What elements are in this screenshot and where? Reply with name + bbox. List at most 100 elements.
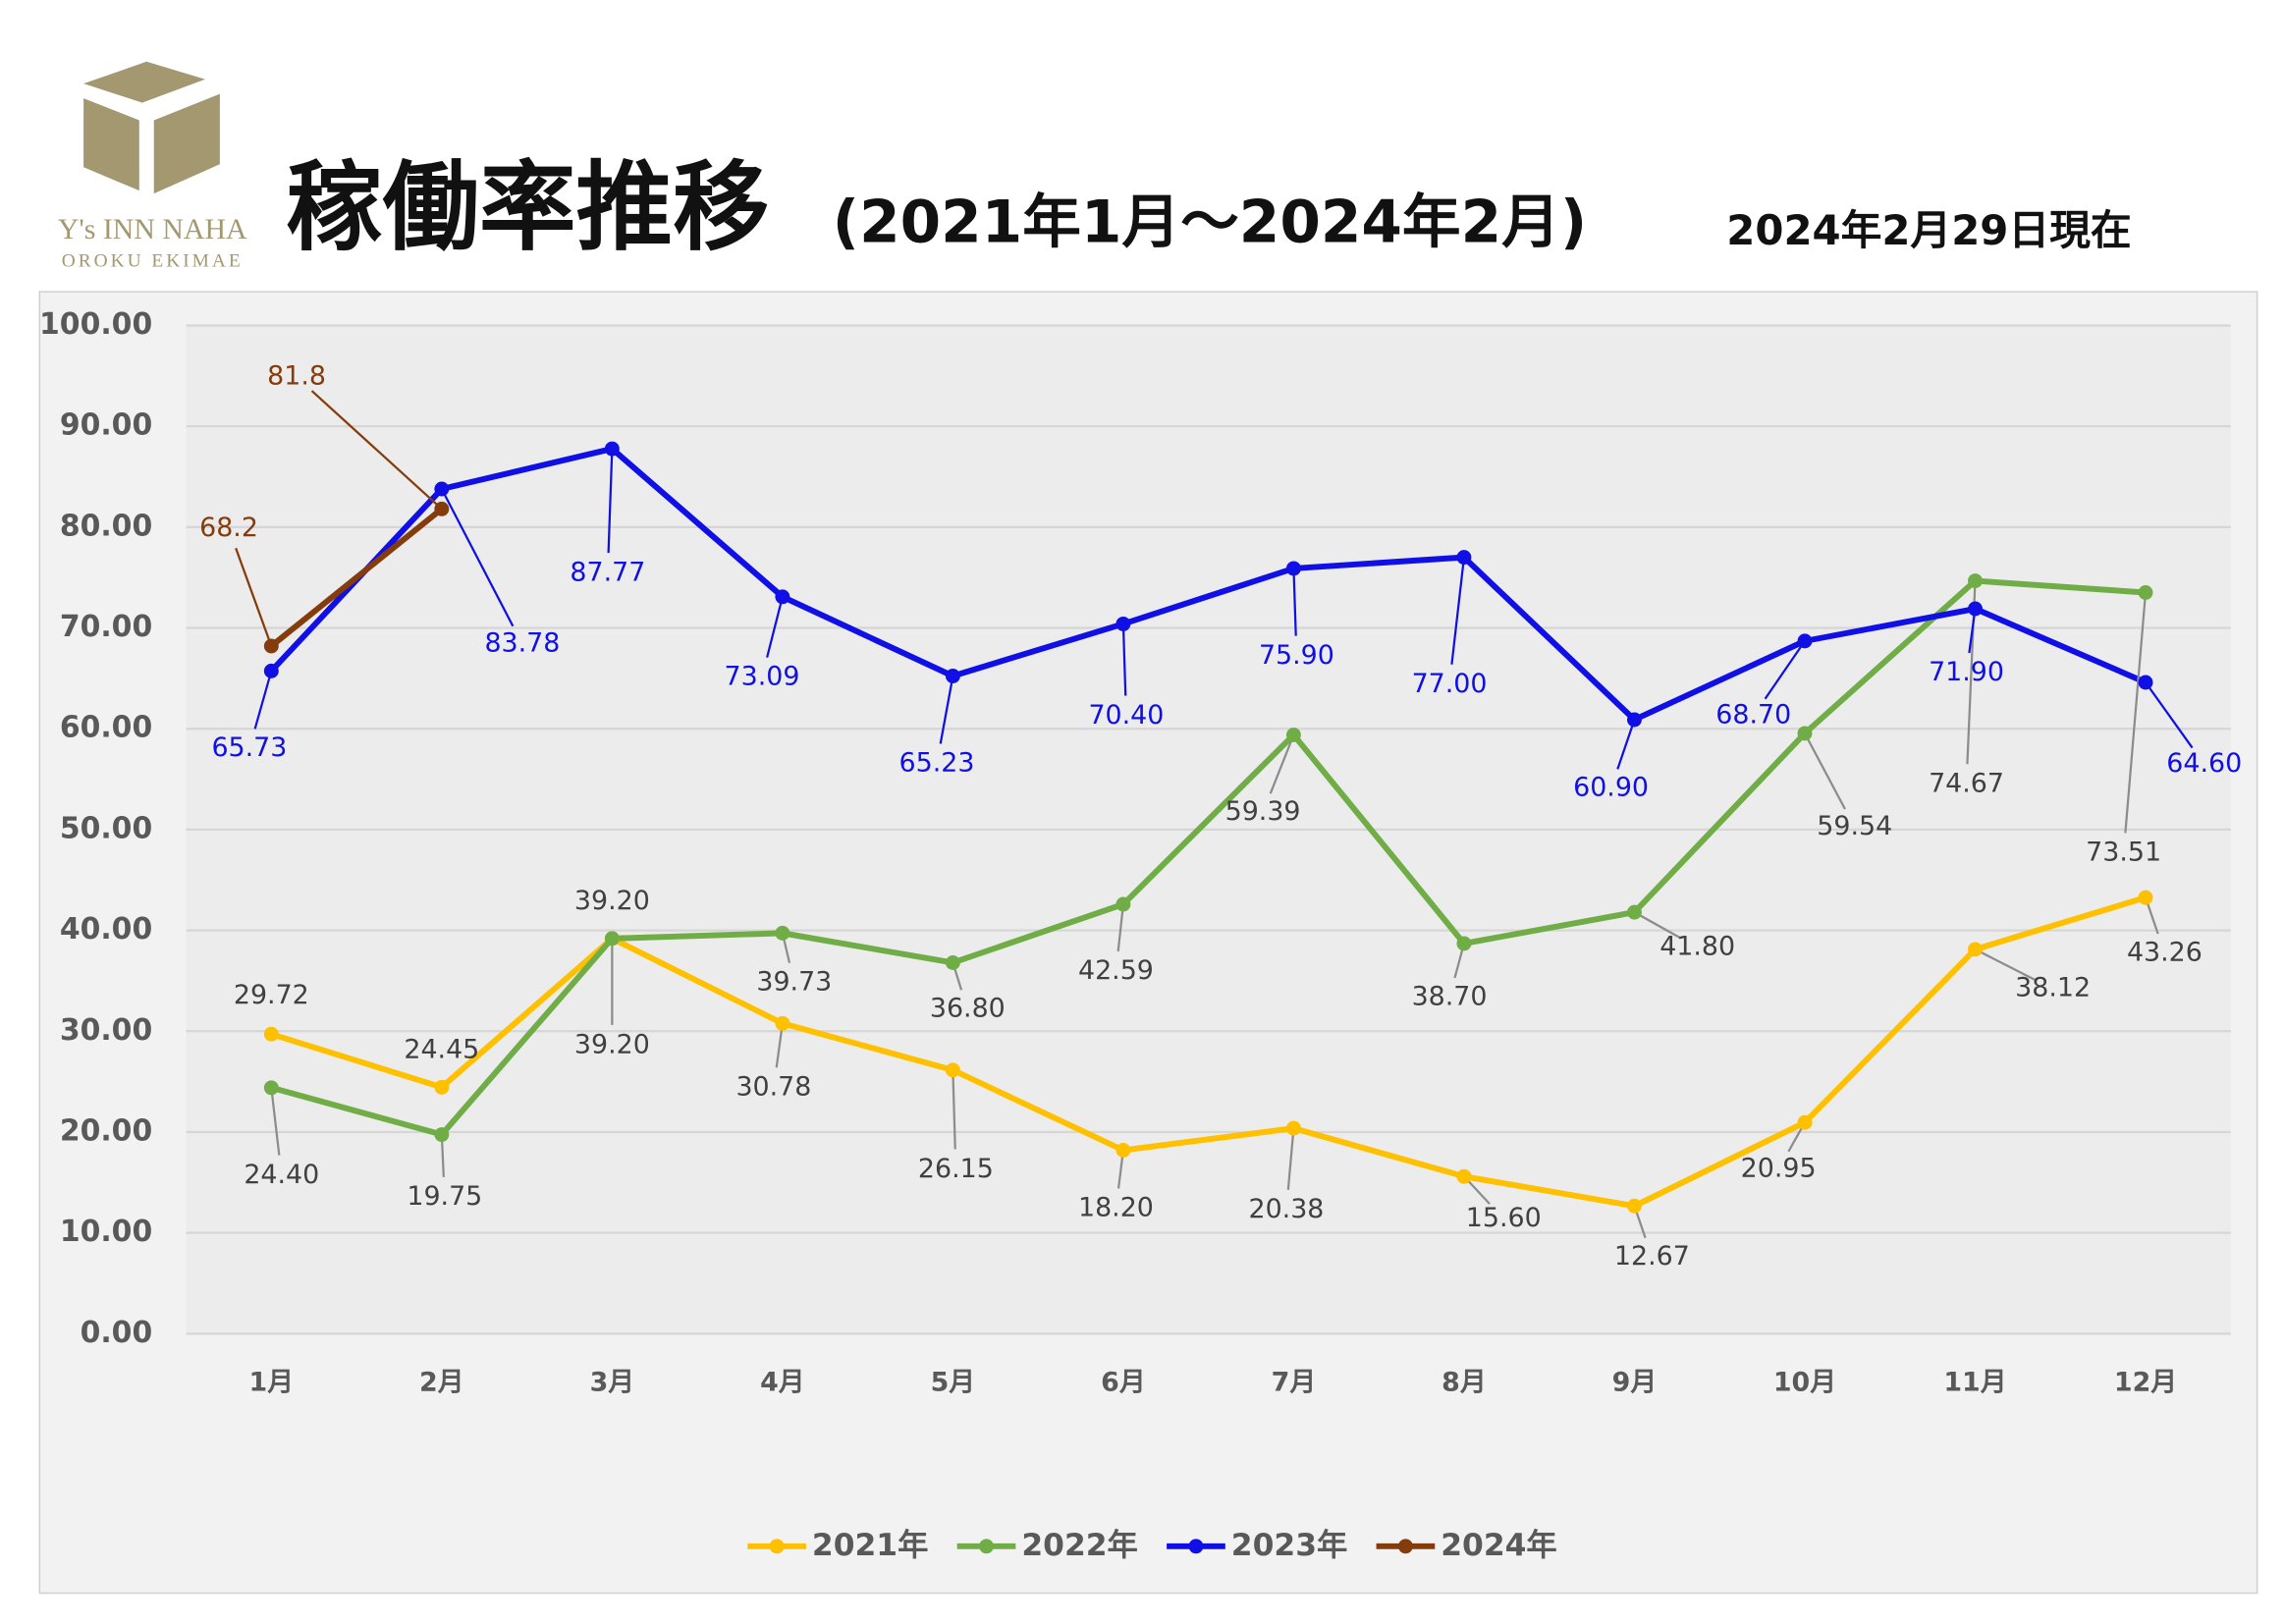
leader-line — [1616, 719, 1636, 770]
point — [1456, 936, 1472, 951]
data-label: 24.40 — [244, 1160, 319, 1190]
data-label: 59.54 — [1817, 811, 1892, 841]
x-tick-label: 4月 — [760, 1368, 805, 1398]
data-label: 39.73 — [756, 967, 832, 998]
data-label: 38.12 — [2015, 973, 2091, 1003]
data-label: 87.77 — [570, 557, 645, 587]
x-tick-label: 12月 — [2114, 1368, 2177, 1398]
data-label: 83.78 — [484, 628, 560, 659]
data-label: 75.90 — [1259, 640, 1334, 671]
series-line — [270, 577, 2147, 1138]
leader-line — [1121, 623, 1127, 696]
y-tick-label: 80.00 — [60, 509, 152, 543]
point — [775, 589, 790, 605]
x-tick-label: 3月 — [590, 1368, 635, 1398]
point — [2138, 675, 2153, 690]
y-tick-label: 50.00 — [60, 811, 152, 845]
point — [1968, 573, 1983, 589]
data-label: 68.70 — [1715, 700, 1791, 731]
point — [263, 663, 279, 678]
leader-line — [310, 390, 443, 511]
series-line — [270, 894, 2147, 1210]
x-tick-label: 6月 — [1101, 1368, 1146, 1398]
y-tick-label: 70.00 — [60, 610, 152, 644]
legend-label: 2022年 — [1021, 1528, 1138, 1563]
logo-shape — [153, 93, 220, 194]
leader-line — [1450, 557, 1466, 665]
data-label: 15.60 — [1466, 1203, 1542, 1233]
leader-line — [775, 1023, 784, 1068]
point — [1456, 1168, 1472, 1184]
point — [434, 501, 450, 516]
data-label: 43.26 — [2127, 937, 2203, 967]
data-label: 39.20 — [574, 1029, 650, 1059]
leader-line — [1968, 608, 1977, 654]
point — [1797, 633, 1813, 649]
point — [775, 925, 790, 941]
legend-marker — [1188, 1539, 1204, 1554]
data-label: 68.2 — [199, 513, 258, 543]
leader-line — [939, 676, 954, 744]
data-label: 64.60 — [2166, 748, 2242, 779]
y-tick-label: 20.00 — [60, 1113, 152, 1148]
data-label: 60.90 — [1573, 773, 1649, 803]
point — [1626, 712, 1642, 728]
data-label: 30.78 — [735, 1071, 811, 1102]
data-label: 24.45 — [404, 1034, 479, 1064]
data-label: 38.70 — [1412, 982, 1488, 1012]
point — [1115, 896, 1131, 912]
x-tick-label: 1月 — [249, 1368, 295, 1398]
data-label: 81.8 — [267, 361, 326, 392]
leader-line — [1286, 1127, 1295, 1190]
chart-subtitle: (2021年1月～2024年2月) — [833, 189, 1587, 257]
legend-marker — [1397, 1539, 1413, 1554]
data-label: 20.95 — [1741, 1153, 1817, 1183]
point — [604, 931, 620, 947]
leader-line — [2124, 592, 2148, 834]
data-label: 20.38 — [1249, 1194, 1325, 1224]
leader-line — [1116, 903, 1125, 952]
x-tick-label: 5月 — [931, 1368, 976, 1398]
series-line — [269, 446, 2148, 723]
chart-title: 稼働率推移 — [286, 152, 770, 264]
x-tick-label: 9月 — [1612, 1368, 1658, 1398]
point — [2138, 890, 2153, 905]
data-label: 18.20 — [1078, 1193, 1154, 1223]
logo: Y's INN NAHA OROKU EKIMAE — [58, 61, 247, 272]
legend-label: 2021年 — [812, 1528, 929, 1563]
legend-marker — [979, 1539, 994, 1554]
leader-line — [1633, 911, 1680, 939]
data-label: 71.90 — [1929, 657, 2004, 687]
chart-note: 2024年2月29日現在 — [1726, 206, 2131, 254]
logo-shape — [83, 98, 139, 191]
data-label: 70.40 — [1088, 700, 1164, 731]
point — [1115, 1143, 1131, 1158]
point — [263, 1026, 279, 1042]
y-tick-label: 0.00 — [81, 1316, 153, 1350]
leader-line — [2145, 681, 2194, 749]
data-label: 73.09 — [725, 661, 800, 691]
leader-line — [440, 488, 515, 627]
data-label: 65.23 — [899, 748, 975, 779]
y-tick-label: 60.00 — [60, 711, 152, 745]
data-label: 65.73 — [211, 732, 287, 763]
point — [945, 1062, 960, 1078]
leader-line — [766, 596, 784, 658]
legend-marker — [769, 1539, 785, 1554]
data-label: 73.51 — [2086, 838, 2161, 868]
point — [1968, 601, 1983, 617]
y-tick-label: 90.00 — [60, 408, 152, 443]
logo-subname: OROKU EKIMAE — [62, 251, 244, 272]
legend-label: 2023年 — [1231, 1528, 1348, 1563]
point — [1285, 728, 1301, 742]
x-tick-label: 11月 — [1943, 1368, 2006, 1398]
leader-line — [253, 671, 273, 730]
series-line — [269, 507, 444, 649]
legend-label: 2024年 — [1441, 1528, 1557, 1563]
x-tick-label: 7月 — [1272, 1368, 1317, 1398]
logo-name: Y's INN NAHA — [58, 213, 247, 245]
data-label: 36.80 — [930, 994, 1006, 1024]
point — [263, 638, 279, 654]
point — [434, 481, 450, 497]
